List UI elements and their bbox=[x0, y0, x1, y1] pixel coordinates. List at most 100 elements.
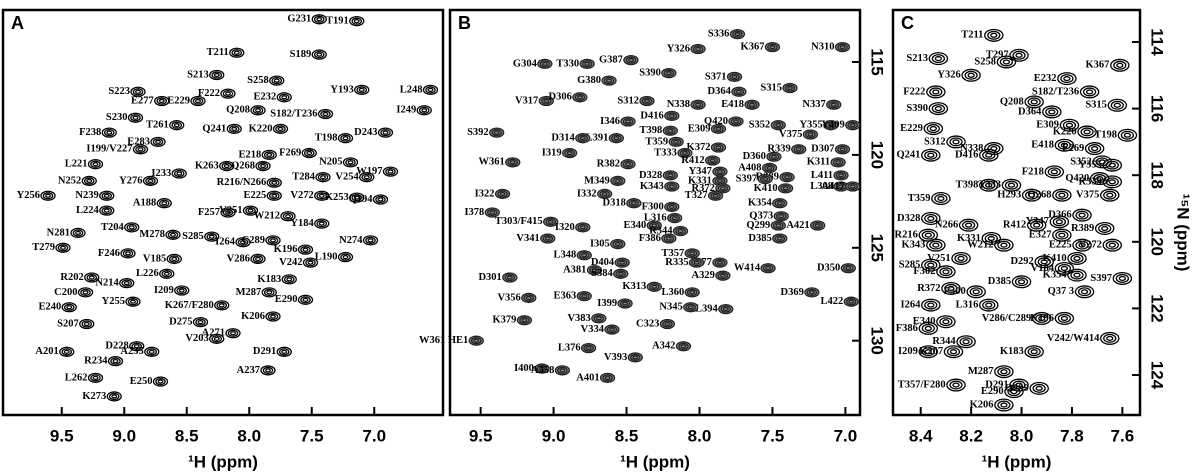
peak-contour bbox=[154, 95, 170, 107]
peak bbox=[1059, 118, 1080, 132]
peak-contour bbox=[1057, 140, 1072, 150]
peak-label: R339 bbox=[1079, 176, 1102, 187]
peak-contour bbox=[942, 269, 950, 275]
peak-contour bbox=[1027, 192, 1036, 198]
peak-label: D328 bbox=[639, 170, 662, 181]
peak-label: D291 bbox=[985, 379, 1008, 390]
peak-label: E290 bbox=[275, 294, 298, 305]
peak-label: S223 bbox=[108, 86, 130, 97]
peak bbox=[610, 238, 626, 250]
peak-contour bbox=[377, 197, 384, 202]
peak-contour bbox=[982, 300, 996, 310]
peak-contour bbox=[266, 177, 282, 188]
peak-contour bbox=[632, 355, 639, 360]
peak-contour bbox=[311, 49, 327, 60]
x-tick-label: 8.0 bbox=[237, 426, 261, 445]
peak-label: V393 bbox=[604, 352, 627, 363]
peak-contour bbox=[1080, 289, 1089, 295]
peak bbox=[314, 190, 330, 201]
peak bbox=[782, 82, 798, 94]
peak-contour bbox=[1078, 212, 1086, 218]
peak-contour bbox=[781, 173, 793, 181]
peak-contour bbox=[1077, 287, 1092, 297]
peak bbox=[601, 75, 617, 86]
peak-label: S315 bbox=[1085, 100, 1107, 111]
peak-contour bbox=[167, 231, 179, 239]
peak-label: K331 bbox=[688, 175, 712, 186]
peak-contour bbox=[749, 102, 755, 107]
peak bbox=[941, 281, 961, 295]
peak-label: Q241 bbox=[896, 150, 920, 161]
peak-label: A381 bbox=[563, 264, 586, 275]
peak-contour bbox=[559, 368, 566, 373]
peak-label: S182/T236 bbox=[270, 108, 317, 119]
peak-contour bbox=[770, 154, 777, 159]
peak-label: R372 bbox=[917, 283, 940, 294]
peak-contour bbox=[86, 178, 93, 184]
peak-label: K331 bbox=[957, 233, 981, 244]
peak bbox=[707, 190, 724, 201]
peak-label: T330 bbox=[556, 58, 579, 69]
peak bbox=[591, 313, 607, 324]
peak bbox=[142, 175, 159, 187]
peak-contour bbox=[793, 145, 804, 153]
peak-contour bbox=[156, 97, 168, 105]
peak-contour bbox=[1098, 223, 1112, 233]
peak-contour bbox=[276, 346, 292, 357]
peak-label: A329 bbox=[692, 270, 715, 281]
peak-label: N337 bbox=[802, 99, 825, 110]
peak-label: E225 bbox=[1049, 240, 1072, 251]
peak-contour bbox=[82, 290, 89, 295]
peak-label: L224 bbox=[76, 205, 100, 216]
peak-contour bbox=[766, 165, 773, 171]
peak-contour bbox=[667, 173, 674, 178]
peak-contour bbox=[710, 192, 721, 200]
peak bbox=[704, 155, 721, 166]
peak-contour bbox=[1080, 127, 1094, 137]
peak-contour bbox=[92, 162, 99, 167]
peak-label: I233 bbox=[151, 168, 171, 179]
peak-contour bbox=[208, 234, 215, 239]
peak-contour bbox=[931, 104, 946, 114]
peak-contour bbox=[320, 110, 331, 118]
peak-contour bbox=[163, 271, 170, 276]
peak bbox=[1031, 311, 1052, 325]
peak-contour bbox=[566, 150, 573, 156]
peak bbox=[623, 55, 639, 66]
peak-contour bbox=[260, 365, 276, 376]
peak-contour bbox=[125, 296, 141, 307]
peak-contour bbox=[1024, 95, 1044, 109]
peak bbox=[1044, 165, 1065, 179]
peak-contour bbox=[1101, 225, 1109, 232]
peak bbox=[597, 188, 613, 200]
peak-contour bbox=[416, 105, 432, 116]
peak bbox=[1021, 188, 1042, 202]
peak-label: D307 bbox=[811, 144, 834, 155]
peak-contour bbox=[282, 212, 294, 220]
peak-contour bbox=[775, 123, 782, 128]
peak-contour bbox=[969, 287, 983, 297]
peak-contour bbox=[1108, 162, 1116, 168]
peak-contour bbox=[934, 56, 943, 62]
peak-label: D364 bbox=[708, 86, 732, 97]
peak-contour bbox=[1052, 228, 1072, 242]
peak-contour bbox=[283, 275, 295, 284]
peak-label: K354 bbox=[748, 198, 773, 209]
peak bbox=[156, 198, 172, 209]
peak bbox=[845, 120, 861, 131]
peak-contour bbox=[90, 160, 101, 168]
peak-contour bbox=[686, 249, 698, 257]
peak-contour bbox=[61, 302, 77, 313]
peak bbox=[1067, 268, 1087, 282]
peak bbox=[359, 172, 375, 183]
peak-contour bbox=[171, 256, 178, 262]
peak-label: F238 bbox=[79, 127, 101, 138]
peak-contour bbox=[487, 208, 498, 217]
peak-contour bbox=[686, 288, 698, 297]
peak bbox=[1034, 255, 1054, 269]
peak-label: E340 bbox=[913, 316, 936, 327]
peak-label: V251 bbox=[219, 205, 242, 216]
peak-contour bbox=[72, 229, 84, 237]
peak-label: N338 bbox=[960, 143, 983, 154]
peak-contour bbox=[832, 158, 844, 166]
